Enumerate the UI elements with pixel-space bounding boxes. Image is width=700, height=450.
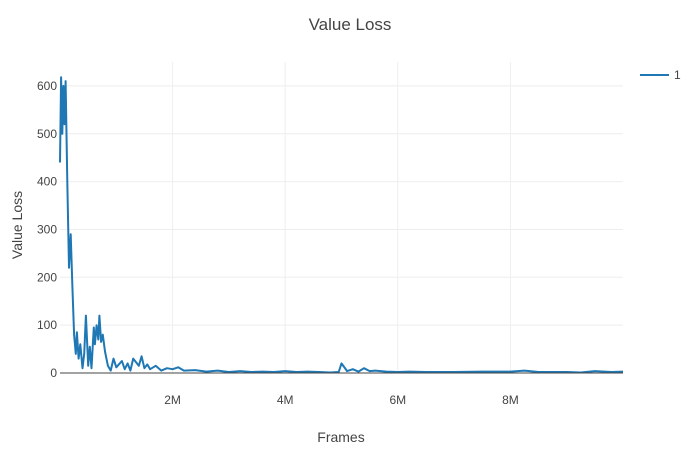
y-tick-label: 500 [37,127,57,141]
grid-lines [60,62,623,373]
y-tick-label: 300 [37,222,57,236]
series-layer [59,76,624,374]
x-tick-label: 2M [164,393,181,407]
chart-title: Value Loss [309,15,392,34]
legend[interactable]: 1 [640,68,681,82]
legend-label-series-1: 1 [674,68,681,82]
axis-layer: 0 100 200 300 400 500 600 2M 4M 6M 8M [37,79,623,407]
y-tick-label: 600 [37,79,57,93]
x-tick-label: 8M [502,393,519,407]
x-axis-title: Frames [317,429,364,445]
y-tick-label: 200 [37,270,57,284]
y-tick-label: 400 [37,175,57,189]
y-tick-label: 100 [37,318,57,332]
x-tick-label: 4M [277,393,294,407]
x-tick-label: 6M [389,393,406,407]
y-tick-label: 0 [50,366,57,380]
y-axis-title: Value Loss [9,191,25,259]
series-line-1[interactable] [59,76,624,374]
